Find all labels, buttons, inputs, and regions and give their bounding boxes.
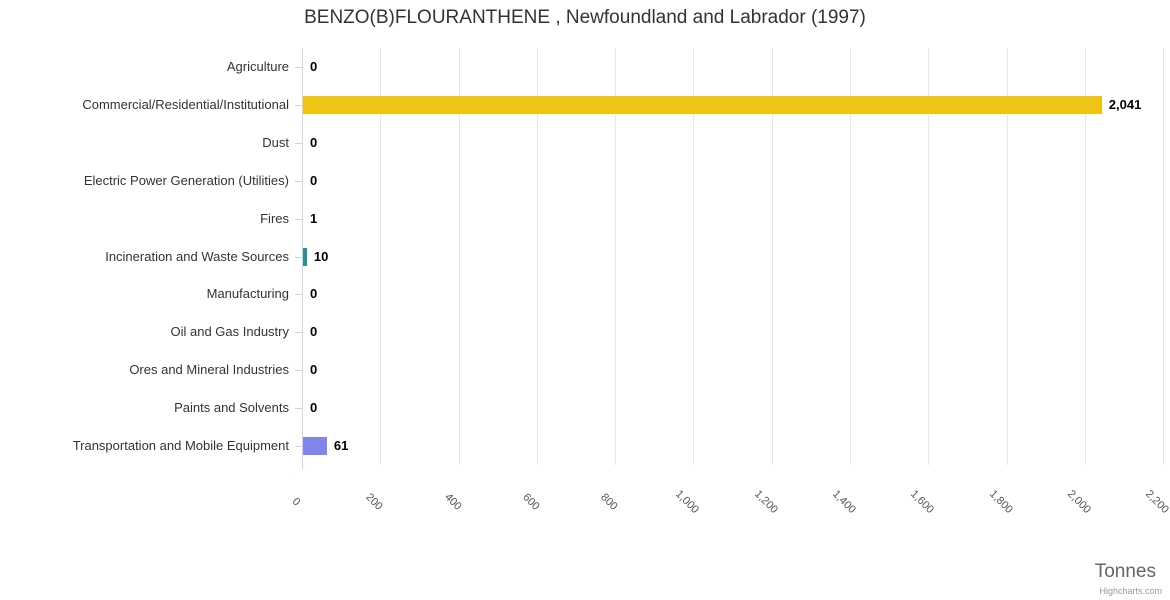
gridline — [928, 48, 930, 465]
category-label: Manufacturing — [206, 286, 289, 302]
value-axis-tick-label: 0 — [289, 495, 303, 509]
category-tick — [295, 180, 302, 182]
category-tick — [295, 446, 302, 447]
category-label: Oil and Gas Industry — [170, 324, 290, 340]
data-label: 0 — [310, 324, 318, 340]
category-tick — [295, 294, 302, 296]
category-tick — [295, 370, 302, 372]
data-label: 2,041 — [1108, 96, 1142, 112]
data-label: 0 — [310, 134, 318, 150]
data-label: 0 — [310, 172, 318, 188]
value-axis-tick-label: 600 — [520, 491, 542, 513]
data-label: 0 — [310, 286, 318, 302]
value-axis-tick-label: 1,800 — [986, 488, 1015, 516]
category-label: Commercial/Residential/Institutional — [82, 96, 289, 112]
category-tick — [295, 408, 302, 410]
gridline — [771, 48, 773, 465]
value-axis-tick-label: 400 — [441, 491, 464, 513]
value-axis-tick-label: 1,400 — [829, 488, 858, 516]
category-label: Electric Power Generation (Utilities) — [83, 172, 289, 188]
chart-title: BENZO(B)FLOURANTHENE , Newfoundland and … — [304, 7, 866, 28]
gridline — [615, 48, 617, 465]
gridline — [1084, 48, 1086, 465]
value-axis-tick-label: 1,000 — [673, 488, 702, 516]
value-axis-tick-label: 200 — [363, 491, 386, 513]
data-label: 10 — [313, 248, 329, 264]
category-label: Paints and Solvents — [174, 400, 289, 416]
bar-commercial-residential-institutional[interactable] — [303, 95, 1102, 114]
category-label: Incineration and Waste Sources — [105, 248, 289, 264]
category-tick — [295, 218, 302, 220]
category-label: Dust — [262, 134, 289, 150]
value-axis-tick-label: 2,000 — [1064, 488, 1093, 516]
bar-incineration-and-waste-sources[interactable] — [303, 247, 307, 266]
data-label: 61 — [333, 438, 349, 453]
data-label: 0 — [310, 59, 318, 74]
gridline — [458, 48, 460, 465]
highcharts-credit-link[interactable]: Highcharts.com — [1099, 586, 1162, 596]
category-axis-line — [302, 48, 303, 469]
gridline — [380, 48, 382, 465]
bar-transportation-and-mobile-equipment[interactable] — [303, 437, 327, 455]
value-axis-title: Tonnes — [1094, 561, 1156, 582]
data-label: 0 — [310, 362, 318, 378]
data-label: 1 — [310, 210, 318, 226]
data-label: 0 — [310, 400, 318, 416]
category-label: Transportation and Mobile Equipment — [72, 438, 289, 453]
value-axis-tick-label: 2,200 — [1143, 488, 1170, 516]
category-label: Ores and Mineral Industries — [129, 362, 289, 378]
gridline — [536, 48, 538, 465]
category-tick — [295, 256, 302, 258]
gridline — [1006, 48, 1008, 465]
value-axis-tick-label: 1,600 — [908, 488, 937, 516]
category-label: Agriculture — [226, 59, 289, 74]
gridline — [849, 48, 851, 465]
category-label: Fires — [260, 210, 289, 226]
gridline — [693, 48, 695, 465]
gridline — [1163, 48, 1164, 465]
value-axis-tick-label: 800 — [598, 491, 620, 513]
category-tick — [295, 142, 302, 144]
category-tick — [295, 332, 302, 334]
category-tick — [295, 104, 302, 106]
value-axis-tick-label: 1,200 — [751, 488, 780, 516]
category-tick — [295, 67, 302, 68]
